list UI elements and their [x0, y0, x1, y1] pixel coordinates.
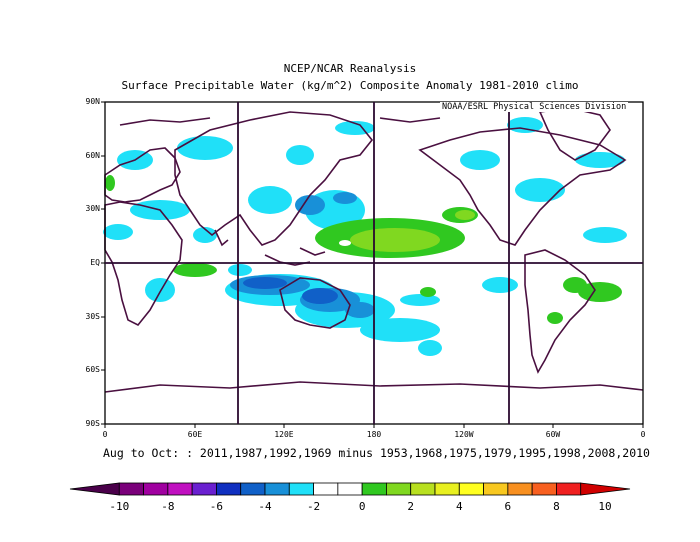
lon-label-120w: 120W: [454, 430, 474, 439]
colorbar-swatch: [556, 482, 582, 496]
lat-label-30n: 30N: [85, 204, 100, 213]
lon-label-180: 180: [366, 430, 382, 439]
colorbar-swatch: [361, 482, 387, 496]
colorbar-swatch: [69, 482, 120, 496]
colorbar-swatch: [507, 482, 533, 496]
colorbar-swatch: [191, 482, 217, 496]
colorbar-swatch: [337, 482, 363, 496]
colorbar-tick-label: 8: [553, 500, 560, 513]
colorbar-swatch: [386, 482, 412, 496]
colorbar-swatch: [216, 482, 242, 496]
colorbar-tick-label: -6: [209, 500, 224, 513]
colorbar-tick-label: -2: [306, 500, 321, 513]
colorbar-swatch: [143, 482, 169, 496]
reference-grid: [105, 102, 643, 424]
colorbar-swatch: [434, 482, 460, 496]
colorbar-tick-label: 0: [358, 500, 366, 513]
colorbar-tick-label: -4: [258, 500, 272, 513]
lon-label-60e: 60E: [187, 430, 203, 439]
lat-label-90n: 90N: [85, 97, 100, 106]
colorbar-swatch: [313, 482, 339, 496]
colorbar-tick-label: -8: [161, 500, 175, 513]
coastlines: [104, 107, 644, 393]
colorbar-swatch: [410, 482, 436, 496]
anomaly-shading: [103, 117, 627, 356]
colorbar-tick-label: 6: [504, 500, 512, 513]
colorbar-swatch: [118, 482, 144, 496]
lat-label-90s: 90S: [85, 419, 100, 428]
colorbar-swatch: [458, 482, 484, 496]
lon-label-0-end: 0: [640, 430, 646, 439]
colorbar-swatch: [240, 482, 266, 496]
colorbar-swatch: [264, 482, 290, 496]
lat-label-60s: 60S: [85, 365, 100, 374]
axis-ticks: [101, 101, 644, 428]
colorbar-tick-label: 10: [598, 500, 612, 513]
lon-label-120e: 120E: [274, 430, 294, 439]
colorbar-swatch: [167, 482, 193, 496]
lon-label-60w: 60W: [545, 430, 561, 439]
credit-label: NOAA/ESRL Physical Sciences Division: [440, 102, 629, 112]
colorbar-tick-label: 2: [407, 500, 415, 513]
map-title: NCEP/NCAR Reanalysis: [283, 62, 417, 75]
map-subtitle-variable: Surface Precipitable Water (kg/m^2) Comp…: [121, 79, 579, 92]
colorbar-swatch: [483, 482, 509, 496]
colorbar: [69, 482, 631, 496]
colorbar-swatch: [580, 482, 631, 496]
colorbar-tick-label: 4: [455, 500, 463, 513]
lat-label-30s: 30S: [85, 312, 100, 321]
colorbar-swatch: [288, 482, 314, 496]
colorbar-swatch: [531, 482, 557, 496]
colorbar-tick-label: -10: [109, 500, 130, 513]
lat-label-60n: 60N: [85, 151, 100, 160]
lon-label-0: 0: [102, 430, 108, 439]
lat-label-eq: EQ: [90, 258, 100, 267]
composite-years-caption: Aug to Oct: : 2011,1987,1992,1969 minus …: [103, 446, 650, 460]
